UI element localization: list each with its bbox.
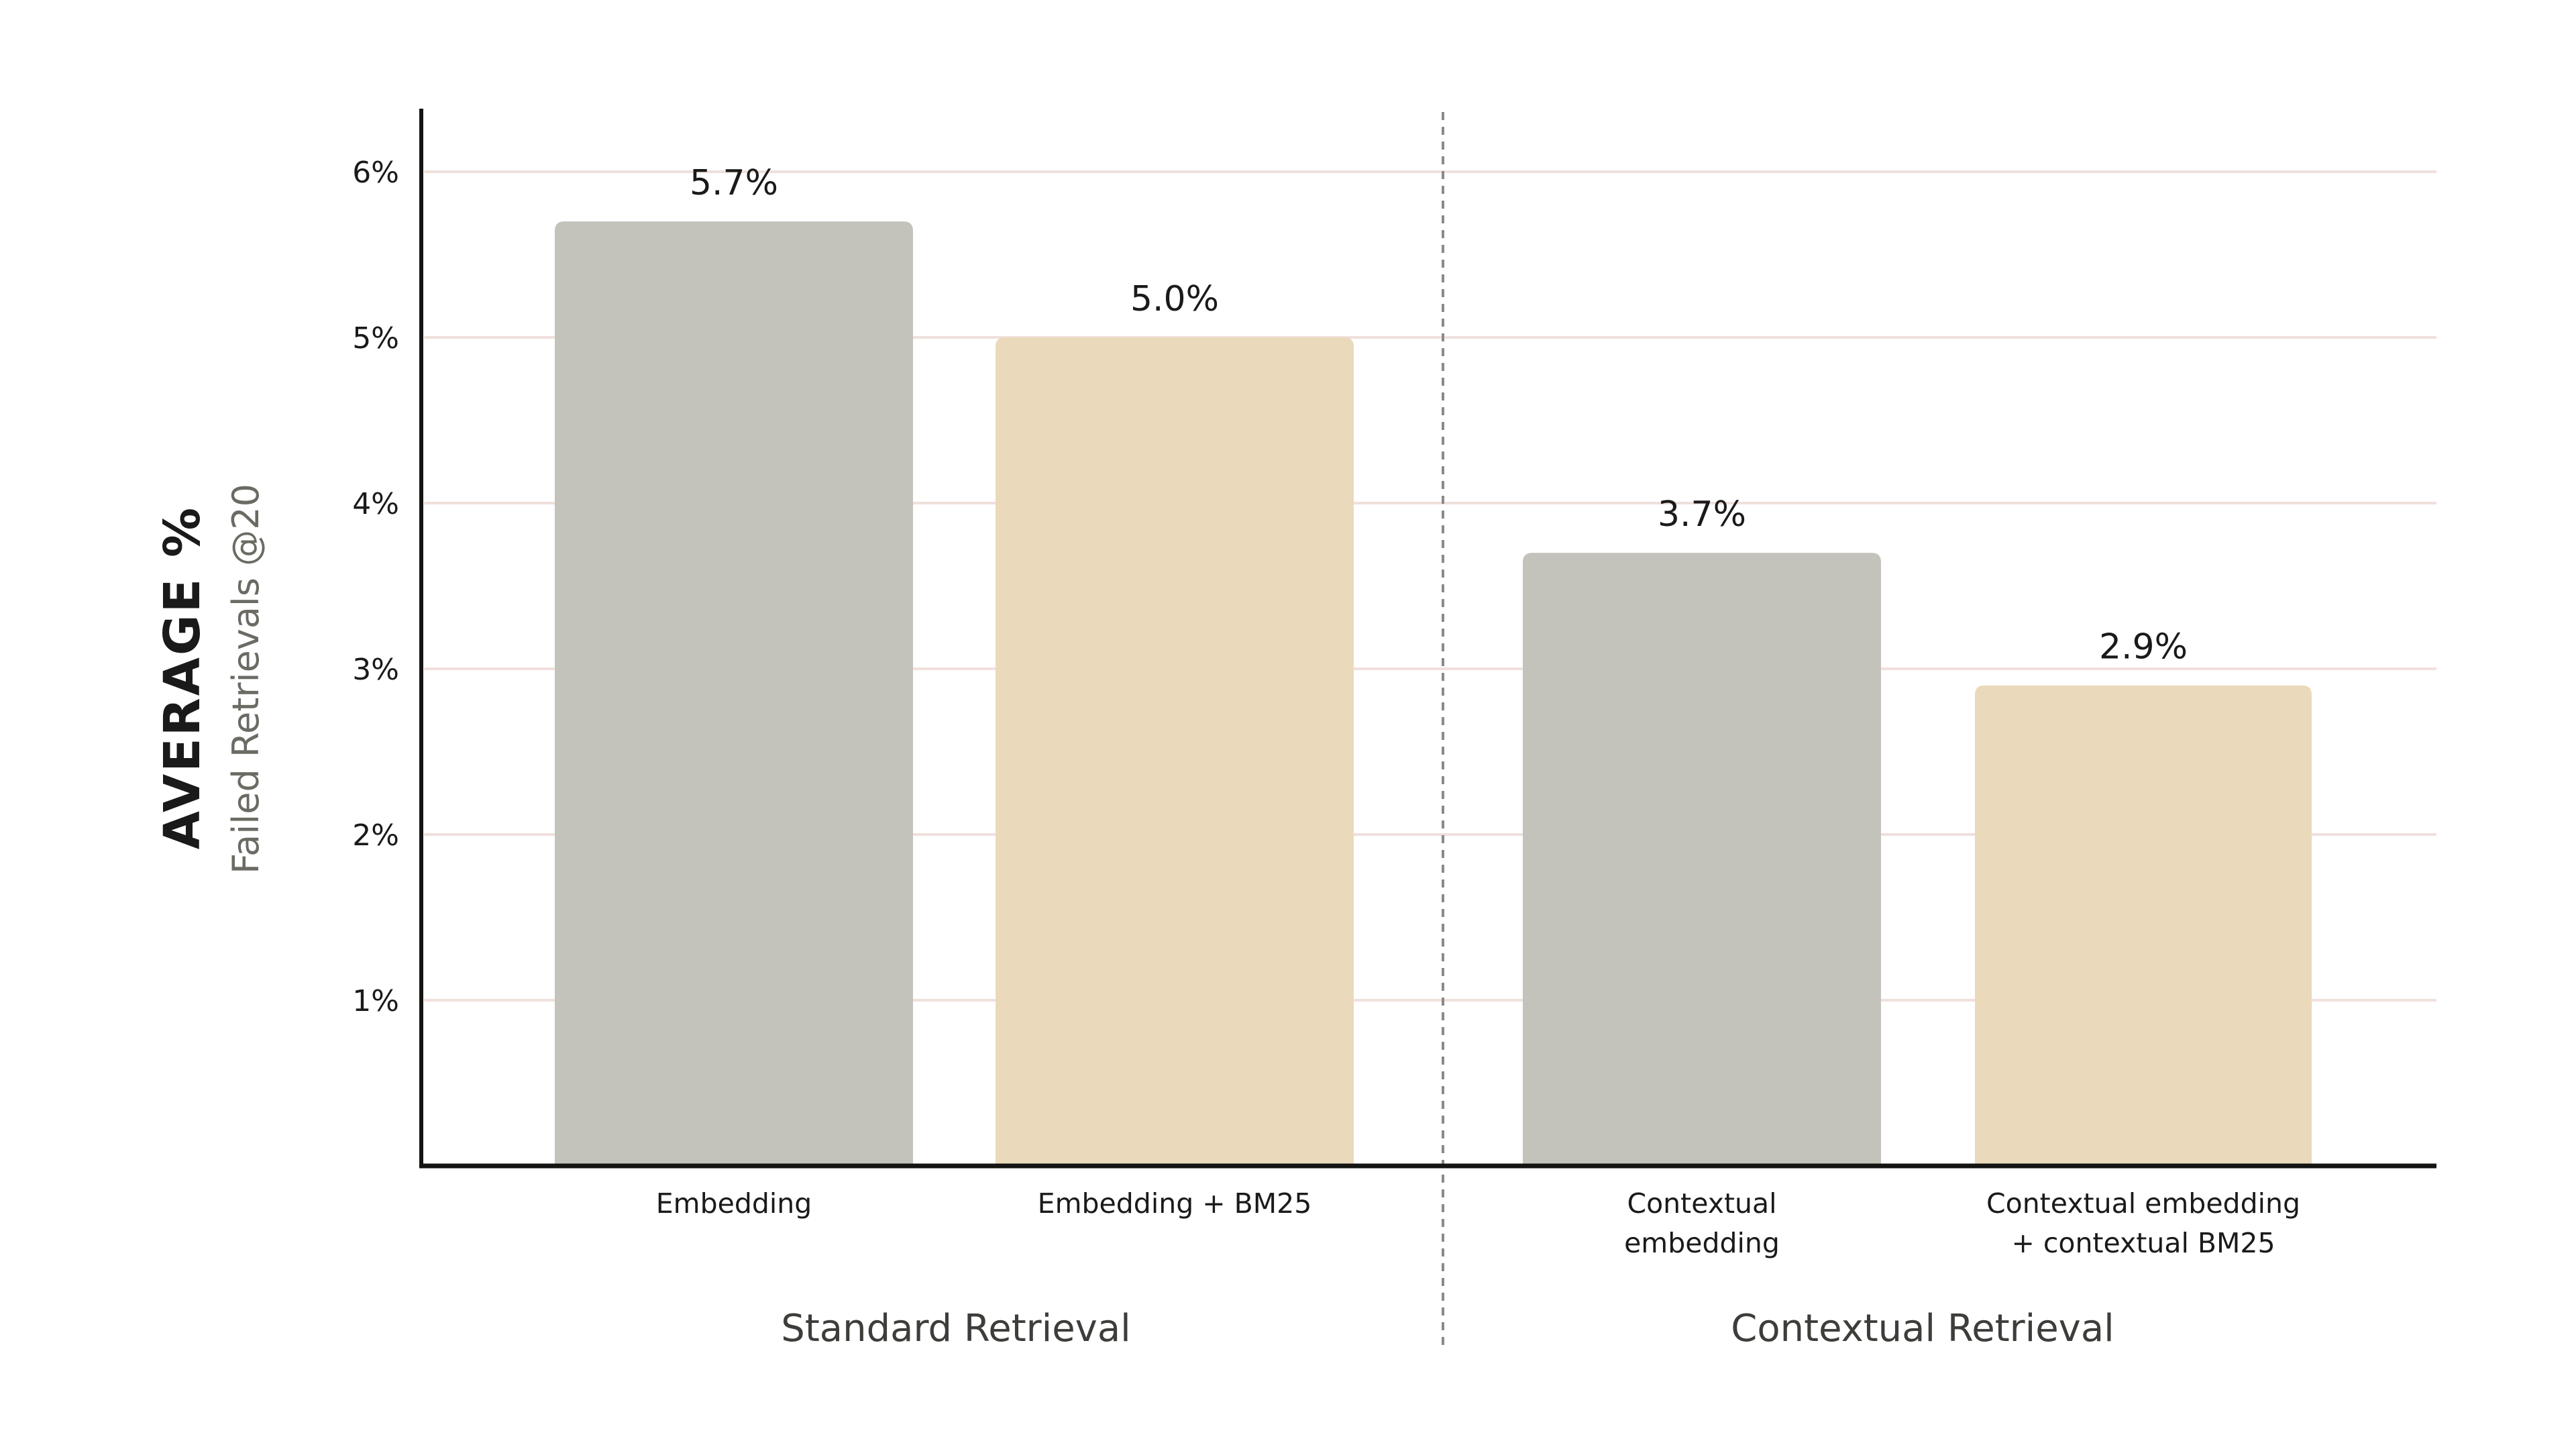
y-tick-labels: 1% 2% 3% 4% 5% 6% [352,156,399,1018]
y-tick-label: 3% [352,653,399,687]
bar [555,221,913,1167]
bars [555,221,2312,1167]
category-label: Embedding [656,1187,812,1220]
y-axis-subtitle: Failed Retrievals @20 [225,484,267,874]
y-tick-label: 5% [352,321,399,356]
category-labels: Embedding Embedding + BM25 Contextual embed… [656,1187,2300,1259]
y-axis-title: AVERAGE % [154,506,211,850]
category-label: embedding [1624,1227,1780,1259]
value-label: 5.7% [690,163,778,203]
category-label: Embedding + BM25 [1038,1187,1312,1220]
value-label: 5.0% [1130,279,1219,319]
category-label: + contextual BM25 [2011,1227,2275,1259]
value-label: 2.9% [2099,627,2188,667]
y-tick-label: 2% [352,818,399,853]
y-tick-label: 4% [352,487,399,521]
category-label: Contextual embedding [1986,1187,2300,1220]
group-label-standard: Standard Retrieval [781,1307,1130,1350]
category-label: Contextual [1627,1187,1776,1220]
value-labels: 5.7% 5.0% 3.7% 2.9% [690,163,2188,667]
bar [1975,685,2312,1166]
group-label-contextual: Contextual Retrieval [1731,1307,2114,1350]
bar [1523,553,1881,1166]
y-tick-label: 6% [352,156,399,190]
bar [996,337,1354,1166]
value-label: 3.7% [1658,494,1746,535]
y-tick-label: 1% [352,984,399,1018]
